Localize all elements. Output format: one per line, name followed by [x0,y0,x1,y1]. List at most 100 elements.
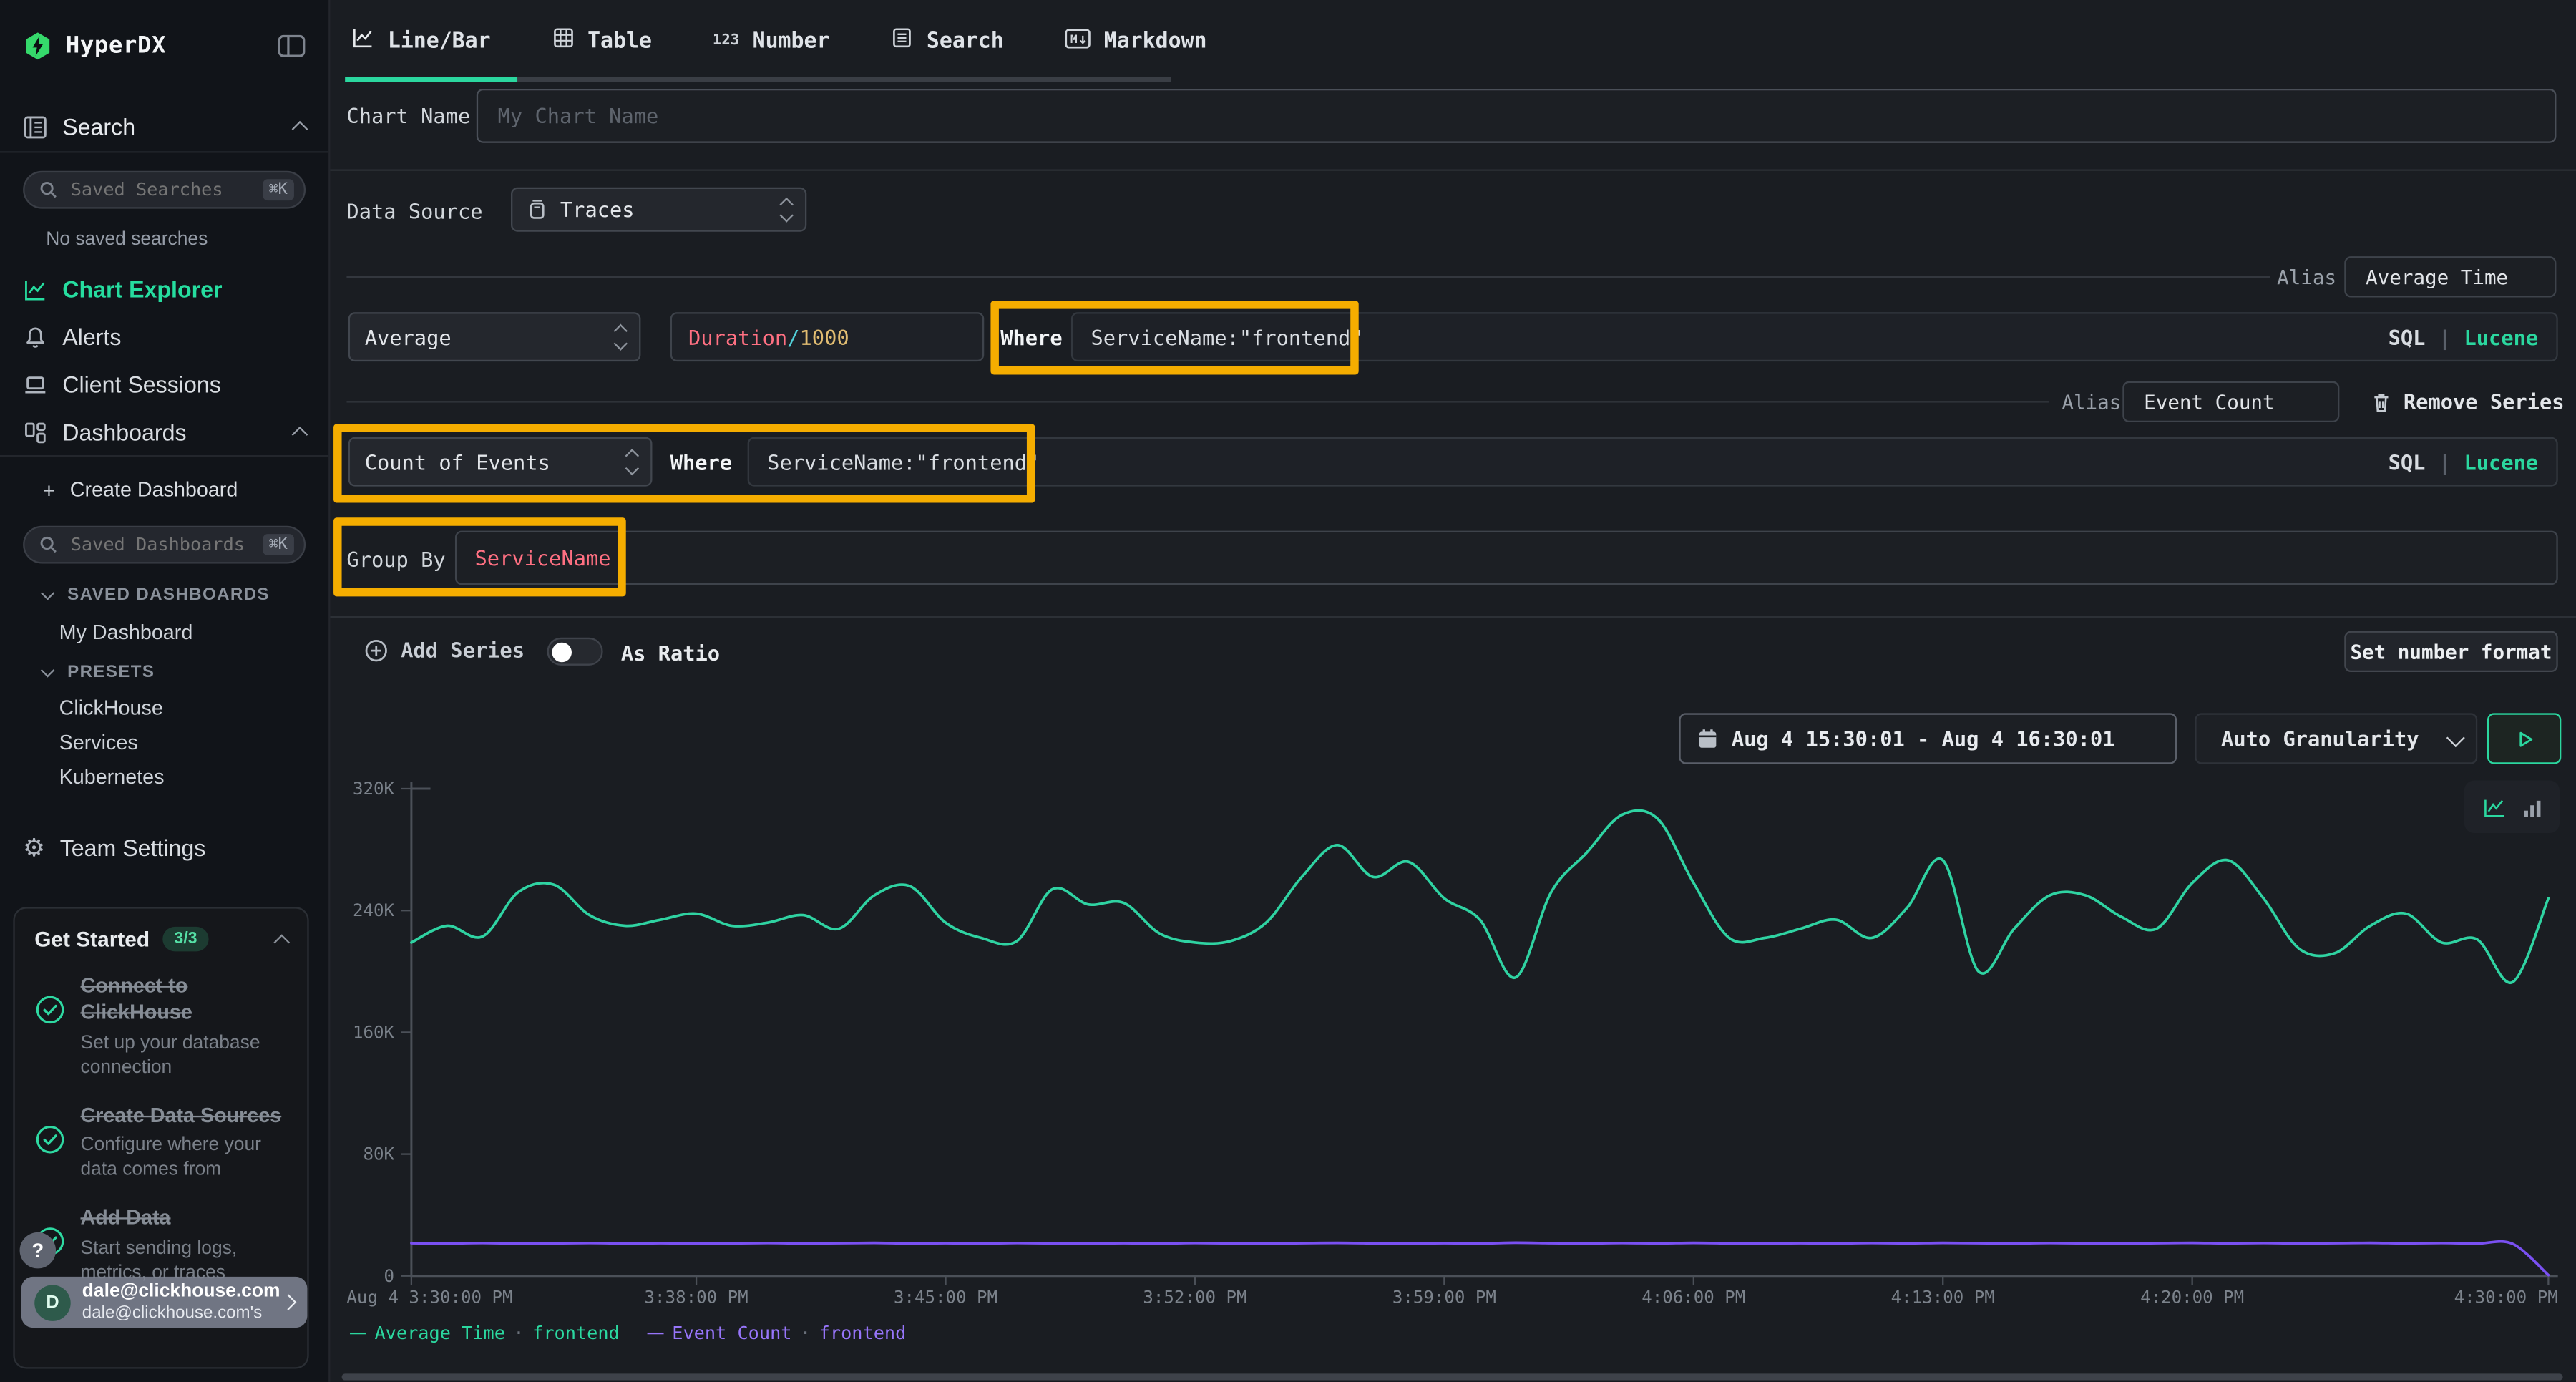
query-language-toggle: SQL | Lucene [2389,324,2539,349]
remove-series-button[interactable]: Remove Series [2371,389,2565,414]
chart-legend: Average Time · frontend Event Count · fr… [350,1323,906,1344]
series2-where-input[interactable]: ServiceName:"frontend" SQL | Lucene [748,437,2558,487]
date-range-input[interactable]: Aug 4 15:30:01 - Aug 4 16:30:01 [1679,713,2177,764]
alias-label: Alias [2062,391,2121,414]
main-content: Line/Bar Table 123 Number Search M [328,0,2576,1382]
legend-item[interactable]: Event Count · frontend [648,1323,907,1344]
sql-toggle[interactable]: SQL [2389,324,2426,349]
select-chevrons-icon [627,452,636,472]
tab-number[interactable]: 123 Number [713,29,830,53]
series1-where-input[interactable]: ServiceName:"frontend" SQL | Lucene [1071,312,2558,361]
chevron-up-icon[interactable] [292,121,308,137]
search-icon [39,535,57,553]
calendar-icon [1697,728,1719,749]
where-value: ServiceName:"frontend" [767,449,1039,474]
saved-dashboards-field[interactable] [67,532,262,557]
saved-dashboards-input[interactable]: ⌘K [23,526,306,564]
step-title: Create Data Sources [80,1102,287,1129]
select-chevrons-icon [781,200,791,220]
help-button[interactable]: ? [20,1232,57,1269]
kbd-shortcut: ⌘K [262,179,294,200]
laptop-icon [23,372,47,396]
data-source-label: Data Source [346,199,482,223]
set-number-format-button[interactable]: Set number format [2344,631,2557,672]
get-started-item[interactable]: Create Data Sources Configure where your… [34,1102,288,1184]
add-series-button[interactable]: Add Series [365,638,525,662]
svg-text:320K: 320K [353,779,395,799]
legend-line-swatch [350,1332,366,1335]
saved-searches-field[interactable] [67,177,262,202]
series1-field-input[interactable]: Duration/1000 [670,312,985,361]
presets-header[interactable]: PRESETS [0,657,328,686]
divider [346,401,2049,402]
chart-canvas[interactable]: 080K160K240K320KAug 4 3:30:00 PM3:38:00 … [328,769,2576,1328]
search-icon [39,181,57,199]
sidebar-item-dashboards[interactable]: Dashboards [0,412,328,452]
legend-item[interactable]: Average Time · frontend [350,1323,620,1344]
chevron-up-icon[interactable] [292,427,308,443]
markdown-icon: M [1065,27,1091,55]
user-menu[interactable]: D dale@clickhouse.com dale@clickhouse.co… [21,1277,307,1328]
group-by-input[interactable]: ServiceName [455,531,2558,585]
sidebar-item-my-dashboard[interactable]: My Dashboard [0,616,328,649]
sidebar-item-alerts[interactable]: Alerts [0,317,328,356]
sidebar-item-clickhouse[interactable]: ClickHouse [0,692,328,725]
series2-alias-input[interactable] [2122,381,2339,422]
chart-name-input[interactable] [477,89,2557,143]
saved-dashboards-header[interactable]: SAVED DASHBOARDS [0,580,328,609]
sidebar-section-search[interactable]: Search [0,109,328,145]
query-language-toggle: SQL | Lucene [2389,449,2539,474]
svg-text:4:30:00 PM: 4:30:00 PM [2454,1288,2558,1308]
sidebar-item-services[interactable]: Services [0,726,328,759]
horizontal-scrollbar[interactable] [342,1373,2563,1380]
check-circle-icon [34,1124,66,1155]
as-ratio-toggle[interactable] [547,638,603,666]
svg-text:Aug 4 3:30:00 PM: Aug 4 3:30:00 PM [346,1288,512,1308]
sidebar-item-client-sessions[interactable]: Client Sessions [0,365,328,404]
create-dashboard-button[interactable]: + Create Dashboard [0,473,328,506]
tab-markdown[interactable]: M Markdown [1065,27,1207,55]
sidebar-item-kubernetes[interactable]: Kubernetes [0,761,328,794]
field-divisor: 1000 [800,324,849,349]
chart-type-tabs: Line/Bar Table 123 Number Search M [328,0,2576,82]
user-email: dale@clickhouse.com [82,1281,280,1303]
get-started-item[interactable]: Connect to ClickHouse Set up your databa… [34,973,288,1081]
field-operator: / [787,324,799,349]
run-query-button[interactable] [2487,713,2561,764]
chevron-down-icon [41,663,54,677]
divider [0,151,328,152]
divider [328,169,2576,170]
chevron-up-icon[interactable] [273,933,290,950]
divider [0,455,328,457]
get-started-item[interactable]: Add Data Start sending logs, metrics, or… [34,1205,288,1287]
where-label: Where [1000,326,1062,350]
data-source-select[interactable]: Traces [511,188,806,232]
sql-toggle[interactable]: SQL [2389,449,2426,474]
series1-aggregation-select[interactable]: Average [348,312,641,361]
series1-alias-input[interactable] [2344,256,2556,297]
tab-table[interactable]: Table [552,26,652,56]
chevron-down-icon [41,586,54,600]
granularity-select[interactable]: Auto Granularity [2195,713,2477,764]
lucene-toggle[interactable]: Lucene [2464,449,2538,474]
select-chevrons-icon [615,327,625,347]
sidebar: HyperDX Search ⌘K No saved searches [0,0,330,1382]
kbd-shortcut: ⌘K [262,534,294,555]
divider [346,276,2270,278]
tab-search[interactable]: Search [890,26,1003,56]
saved-searches-input[interactable]: ⌘K [23,171,306,209]
alias-label: Alias [2277,266,2336,289]
play-icon [2513,727,2536,750]
toggle-knob [552,642,572,662]
series2-aggregation-select[interactable]: Count of Events [348,437,653,487]
document-list-icon [890,26,913,56]
sidebar-item-team-settings[interactable]: ⚙ Team Settings [0,828,328,867]
svg-text:M: M [1070,31,1078,45]
chevron-down-icon [2446,729,2463,746]
get-started-header[interactable]: Get Started 3/3 [34,927,288,951]
where-value: ServiceName:"frontend" [1091,324,1362,349]
collapse-sidebar-icon[interactable] [278,34,306,57]
lucene-toggle[interactable]: Lucene [2464,324,2538,349]
tab-line-bar[interactable]: Line/Bar [351,26,490,56]
sidebar-item-chart-explorer[interactable]: Chart Explorer [0,270,328,309]
